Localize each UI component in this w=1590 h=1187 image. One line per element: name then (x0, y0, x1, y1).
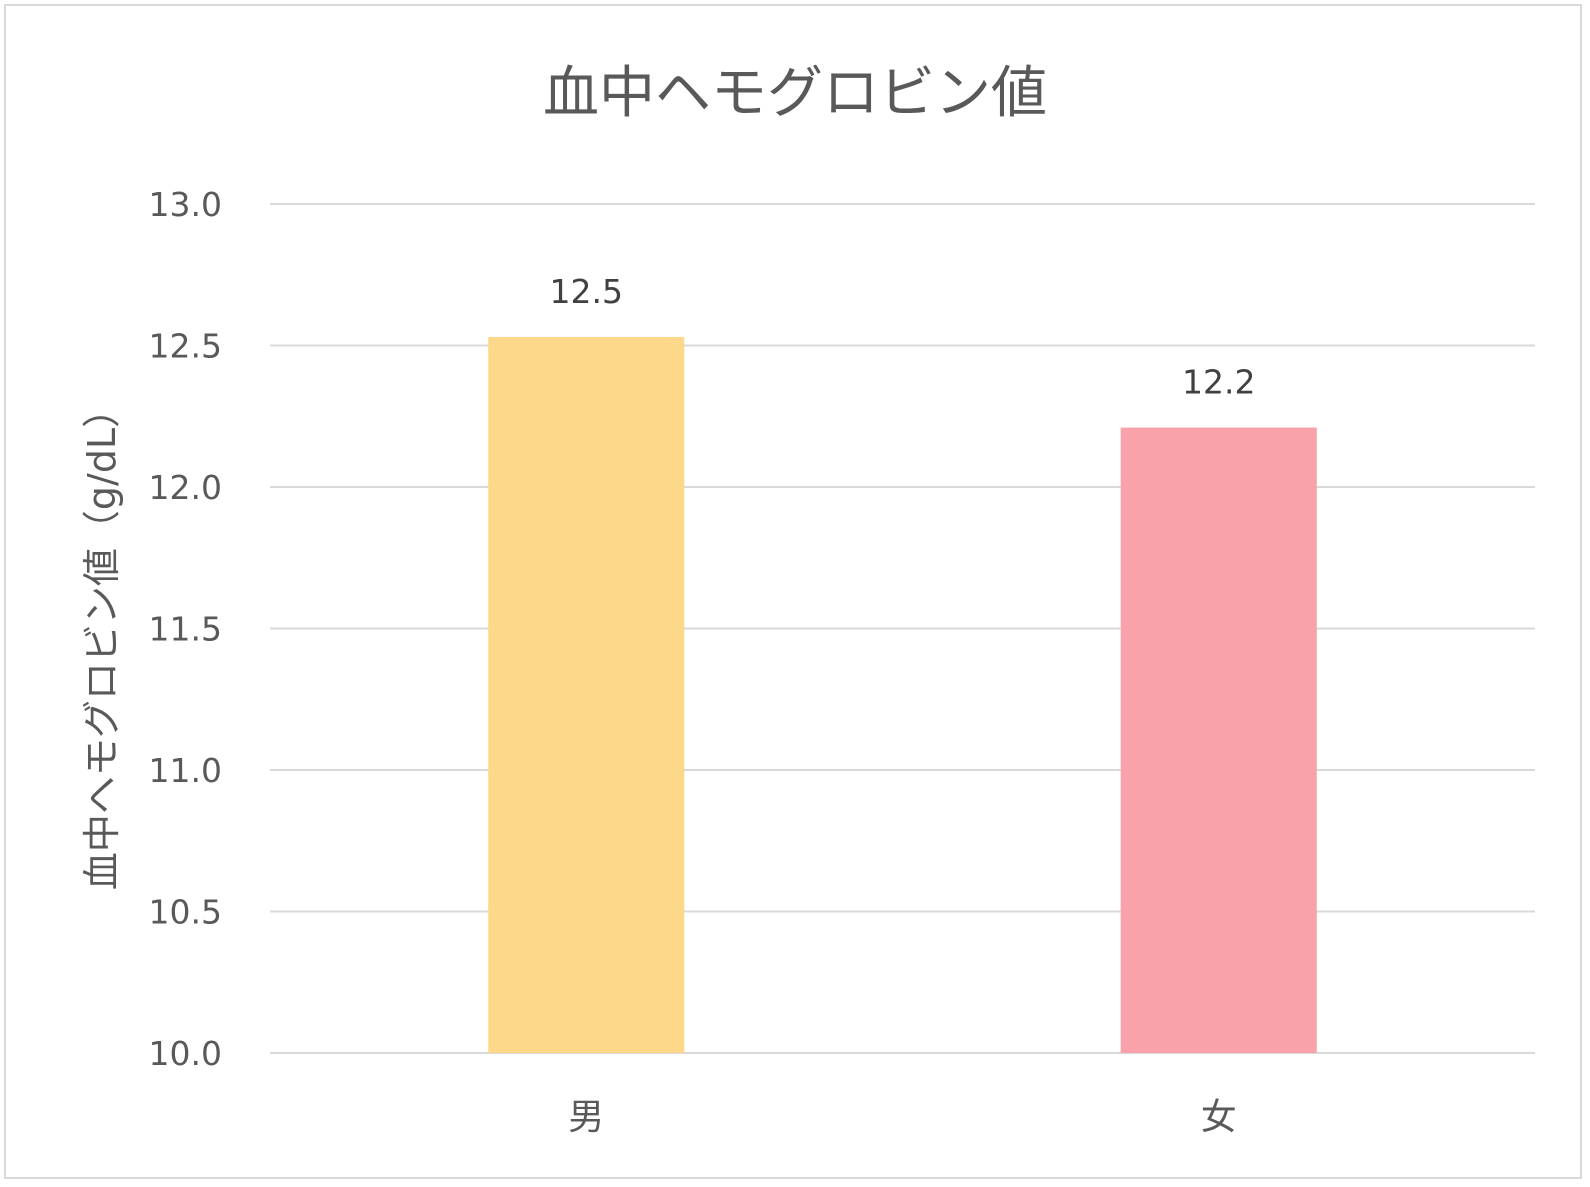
data-labels: 12.5 12.2 (550, 272, 1256, 402)
y-tick-label: 11.0 (149, 751, 222, 790)
data-label: 12.2 (1182, 363, 1255, 402)
y-tick-label: 10.5 (149, 893, 222, 932)
x-category-label: 男 (568, 1097, 604, 1138)
x-category-label: 女 (1201, 1097, 1237, 1138)
bar (488, 337, 685, 1053)
bar (1120, 427, 1317, 1053)
y-tick-label: 12.5 (149, 327, 222, 366)
y-axis-ticks: 10.0 10.5 11.0 11.5 12.0 12.5 13.0 (149, 185, 222, 1073)
y-tick-label: 10.0 (149, 1034, 222, 1073)
chart-title: 血中ヘモグロビン値 (543, 61, 1047, 126)
data-label: 12.5 (550, 272, 623, 311)
y-tick-label: 12.0 (149, 468, 222, 507)
x-axis-categories: 男女 (568, 1097, 1237, 1138)
bars (488, 337, 1317, 1053)
chart-frame (4, 4, 1582, 1179)
gridlines (270, 203, 1535, 1054)
y-axis-label: 血中ヘモグロビン値（g/dL） (80, 390, 124, 890)
y-tick-label: 13.0 (149, 185, 222, 224)
y-tick-label: 11.5 (149, 610, 222, 649)
